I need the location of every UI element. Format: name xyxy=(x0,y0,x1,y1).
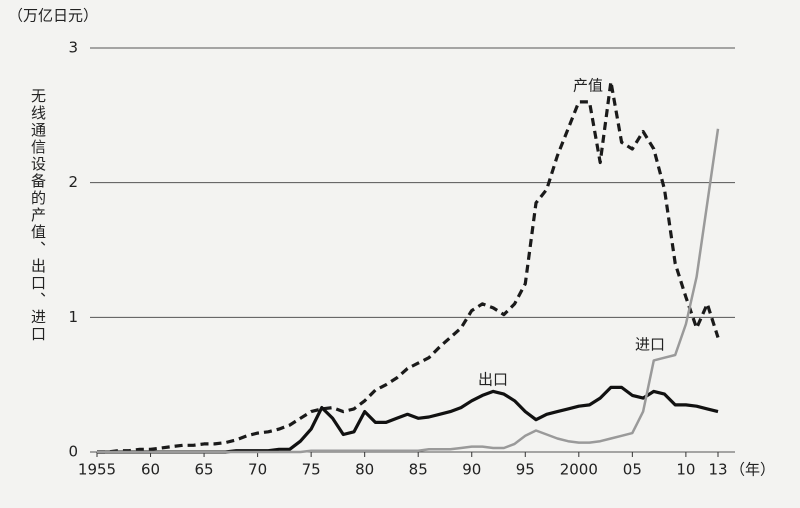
y-tick-label: 2 xyxy=(68,173,78,191)
x-tick-label: 85 xyxy=(409,461,428,479)
x-tick-label: 10 xyxy=(676,461,695,479)
y-tick-label: 3 xyxy=(68,39,78,57)
series-line xyxy=(97,128,720,454)
series-label: 产值 xyxy=(573,77,603,95)
x-tick-label: 80 xyxy=(355,461,374,479)
x-tick-label: 13 xyxy=(708,461,727,479)
series-label: 出口 xyxy=(478,371,508,389)
series-line xyxy=(97,80,720,454)
x-tick-label: 2000 xyxy=(560,461,598,479)
y-axis-title: 无线通信设备的产值、出口、进口 xyxy=(29,88,47,343)
y-tick-label: 1 xyxy=(68,308,78,326)
x-tick-label: 75 xyxy=(302,461,321,479)
x-tick-label: 60 xyxy=(141,461,160,479)
x-tick-label: 95 xyxy=(516,461,535,479)
x-tick-label: 70 xyxy=(248,461,267,479)
x-unit: （年） xyxy=(730,461,775,479)
x-tick-label: 65 xyxy=(195,461,214,479)
x-tick-label: 05 xyxy=(623,461,642,479)
y-unit: （万亿日元） xyxy=(8,7,98,25)
series-line xyxy=(97,385,719,454)
y-tick-label: 0 xyxy=(68,443,78,461)
x-tick-label: 90 xyxy=(462,461,481,479)
x-tick-label: 1955 xyxy=(78,461,116,479)
series-label: 进口 xyxy=(635,336,665,354)
